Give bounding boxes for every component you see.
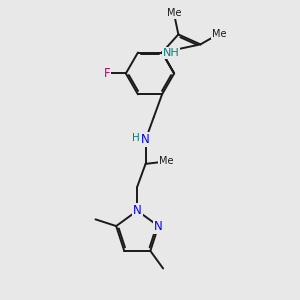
Text: Me: Me [167,8,181,18]
Text: N: N [154,220,163,232]
Text: Me: Me [159,157,173,166]
Text: Me: Me [212,28,226,39]
Text: N: N [133,204,142,217]
Text: F: F [104,67,110,80]
Text: NH: NH [163,48,179,58]
Text: N: N [141,133,150,146]
Text: H: H [132,133,140,143]
